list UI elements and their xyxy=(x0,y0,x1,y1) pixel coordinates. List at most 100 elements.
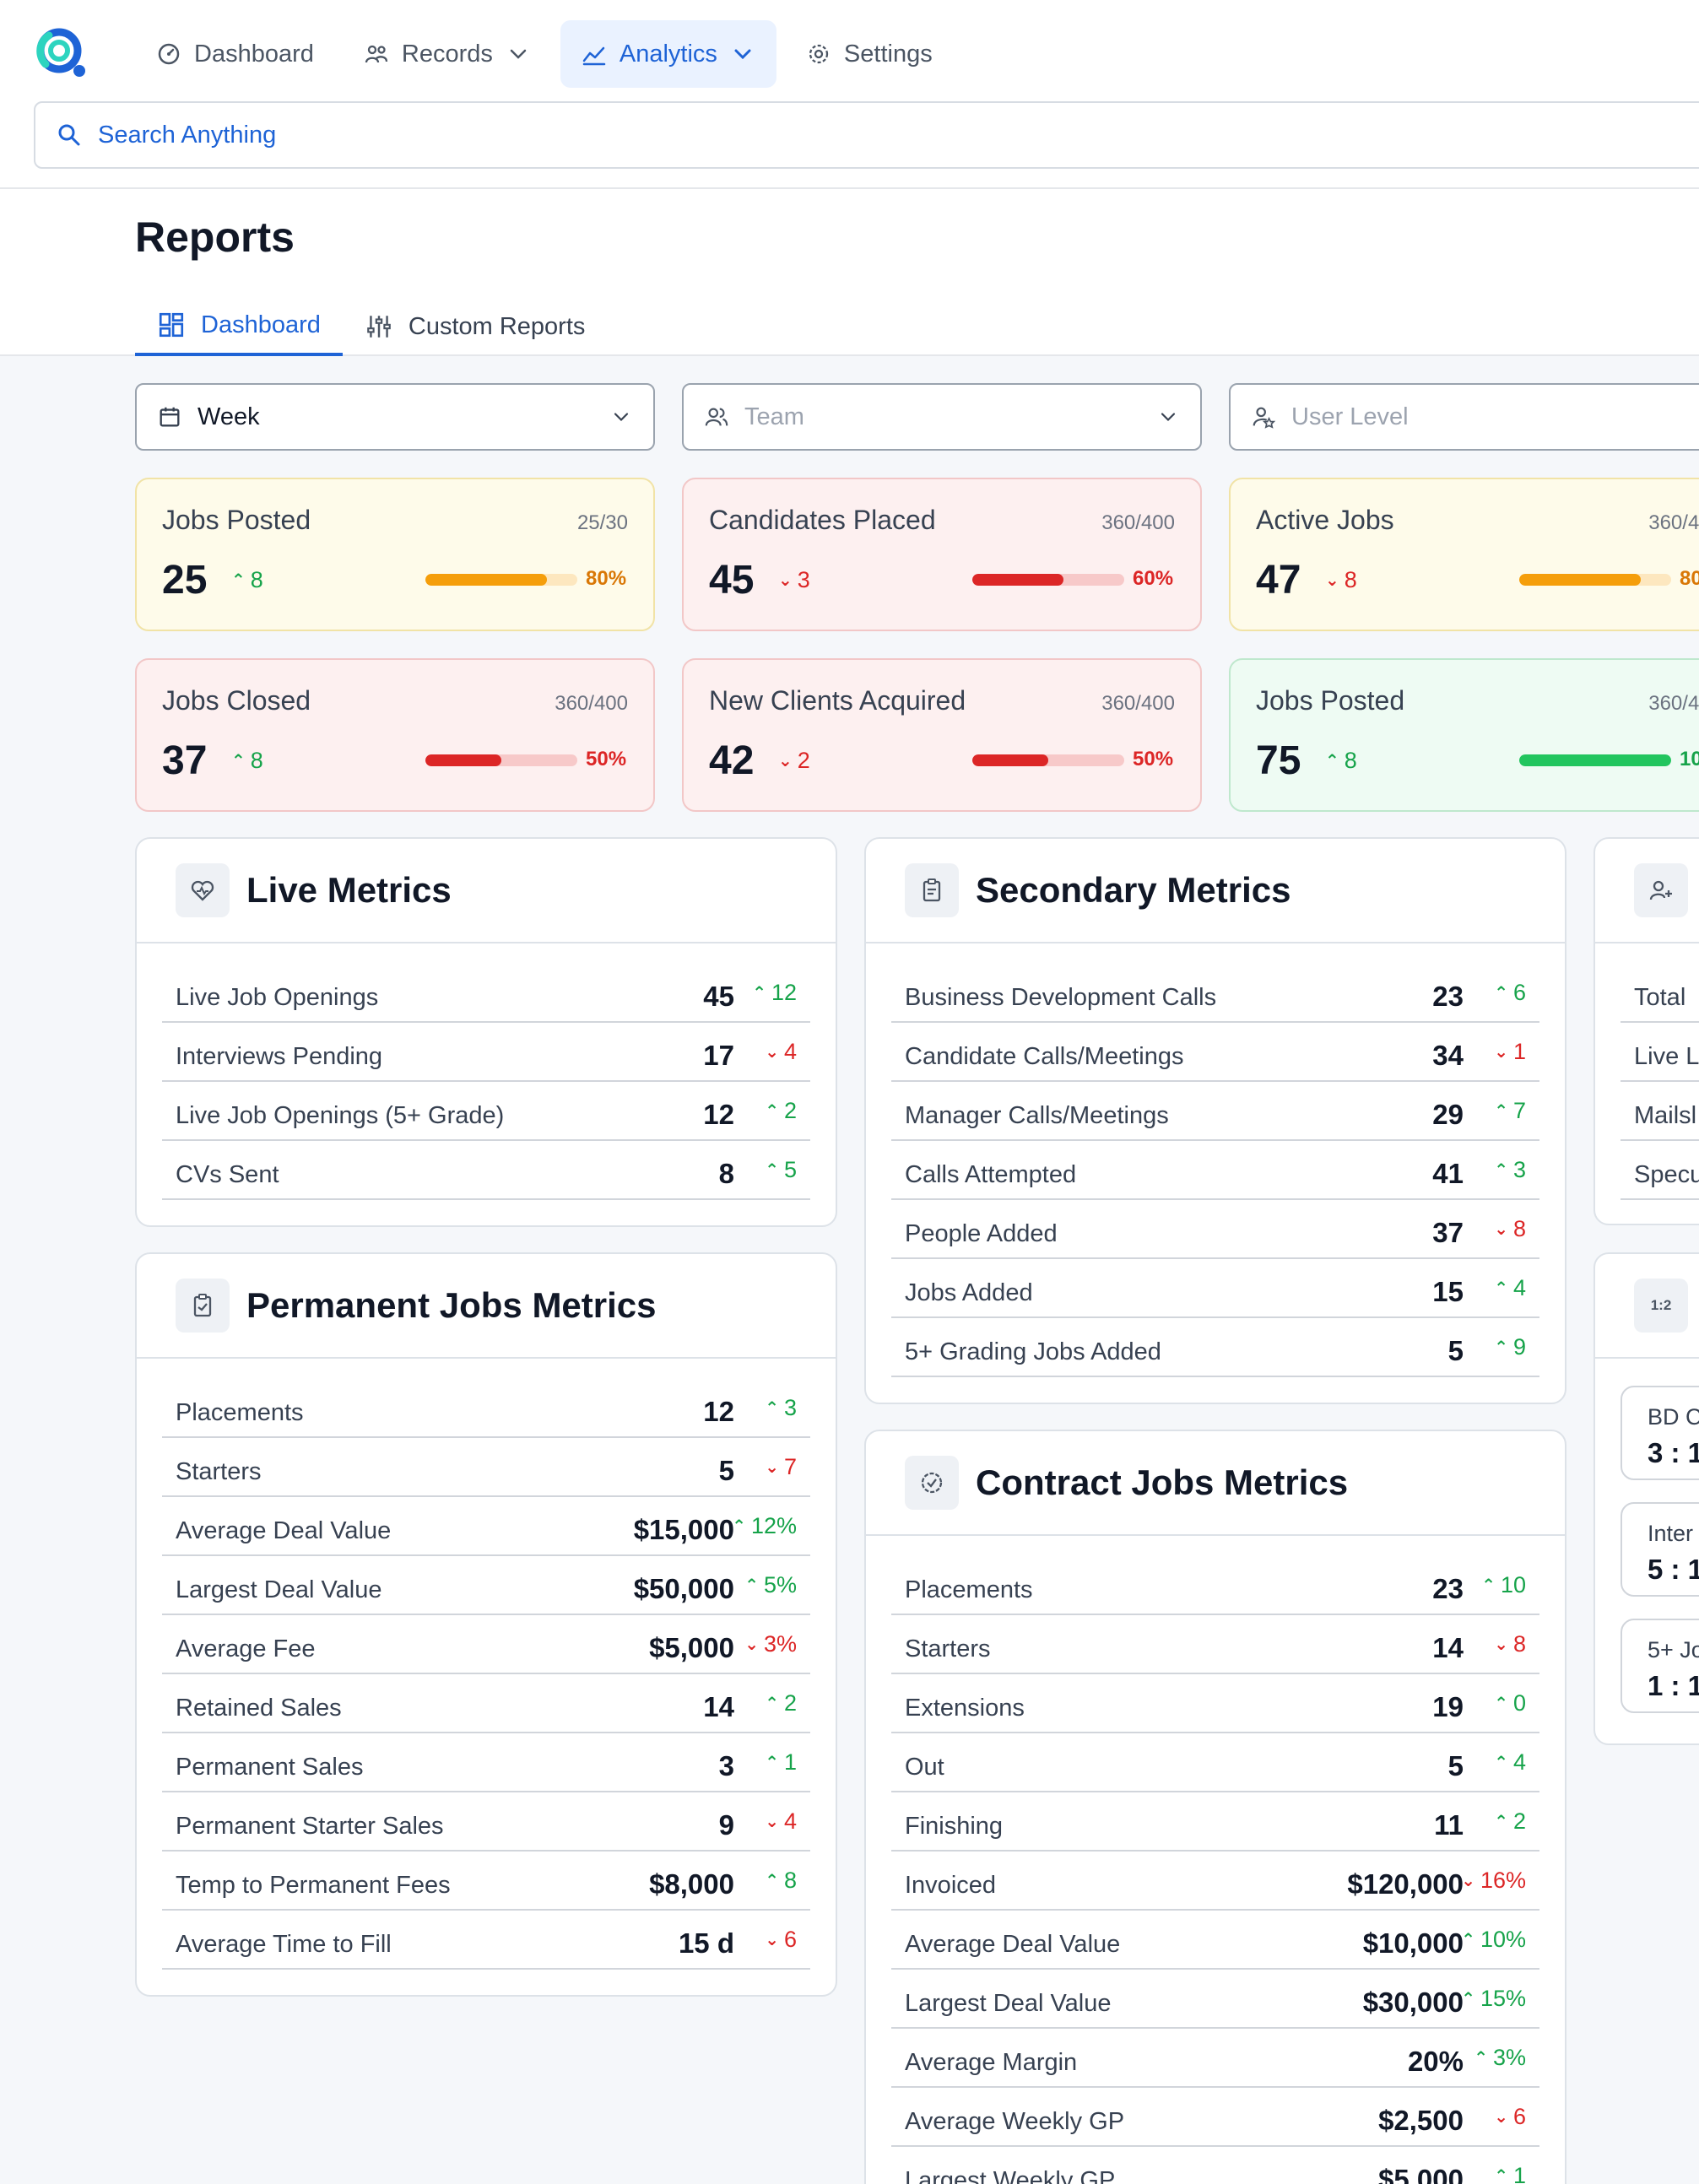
trend-down-icon: ⌄ xyxy=(1494,2107,1508,2127)
metric-label: Largest Weekly GP xyxy=(905,2166,1116,2184)
ratio-label: BD C xyxy=(1648,1404,1699,1430)
ratio-card: BD C 3 : 1 xyxy=(1621,1386,1699,1480)
period-value: Week xyxy=(197,403,260,430)
trend-up-icon: ⌃ xyxy=(1494,1279,1508,1298)
metric-value: 41 xyxy=(1432,1158,1464,1189)
stat-card[interactable]: Candidates Placed 360/400 45 ⌄ 3 60% xyxy=(682,478,1202,631)
card-title: Contract Jobs Metrics xyxy=(976,1462,1349,1502)
stat-ratio: 360/400 xyxy=(1101,511,1175,534)
stat-delta: ⌃ 8 xyxy=(1325,748,1357,774)
stat-delta-value: 8 xyxy=(250,567,263,592)
nav-settings-label: Settings xyxy=(843,40,933,68)
metric-delta: ⌄ 16% xyxy=(1461,1868,1539,1894)
stat-delta-value: 3 xyxy=(797,567,810,592)
metric-delta-value: 4 xyxy=(1512,1274,1526,1300)
live-metrics-card: Live Metrics Live Job Openings 45 ⌃ 12 Inter… xyxy=(135,837,837,1227)
ratio-icon: 1:2 xyxy=(1634,1279,1688,1333)
metric-delta-value: 3% xyxy=(1492,2044,1526,2070)
metric-value: 23 xyxy=(1432,981,1464,1012)
metric-row: Placements 12 ⌃ 3 xyxy=(162,1379,810,1438)
stat-card[interactable]: Active Jobs 360/400 47 ⌄8 80% xyxy=(1229,478,1699,631)
stat-card[interactable]: Jobs Closed 360/400 37 ⌃ 8 50% xyxy=(135,658,655,812)
user-level-select[interactable]: User Level xyxy=(1229,383,1699,451)
metric-delta: ⌃ 3 xyxy=(734,1395,810,1421)
metric-value: 20% xyxy=(1407,2046,1464,2077)
metric-label: Starters xyxy=(905,1635,991,1662)
user-level-placeholder: User Level xyxy=(1291,403,1409,430)
card-title: Live Metrics xyxy=(246,870,452,910)
list-item: Live L xyxy=(1621,1023,1699,1082)
app-logo-icon[interactable] xyxy=(32,24,89,81)
metric-delta: ⌃ 5% xyxy=(734,1572,810,1598)
team-select[interactable]: Team xyxy=(682,383,1202,451)
trend-up-icon: ⌃ xyxy=(752,983,766,1003)
metric-delta-value: 3 xyxy=(783,1394,797,1420)
ratio-value: 3 : 1 xyxy=(1648,1437,1699,1468)
metric-delta: ⌃ 1 xyxy=(734,1749,810,1776)
metric-label: Average Weekly GP xyxy=(905,2107,1125,2135)
stat-card[interactable]: New Clients Acquired 360/400 42 ⌄ 2 50% xyxy=(682,658,1202,812)
metric-list: Total Live L Mailsl Specu xyxy=(1595,943,1699,1200)
stat-delta: ⌄ 8 xyxy=(1325,567,1357,593)
period-select[interactable]: Week xyxy=(135,383,655,451)
stat-label: Jobs Posted xyxy=(1256,685,1405,716)
team-placeholder: Team xyxy=(744,403,804,430)
metric-delta: ⌃ 6 xyxy=(1464,980,1539,1006)
nav-analytics[interactable]: Analytics xyxy=(560,20,776,88)
progress-fill xyxy=(425,754,501,766)
calendar-icon xyxy=(160,407,180,427)
card-header: Live Metrics xyxy=(137,839,836,943)
tab-custom-reports[interactable]: Custom Reports xyxy=(343,297,608,356)
metric-delta: ⌃ 12 xyxy=(734,980,810,1006)
trend-down-icon: ⌄ xyxy=(1494,1219,1508,1239)
metric-value: 8 xyxy=(718,1158,734,1189)
trend-up-icon: ⌃ xyxy=(765,1398,779,1418)
stat-card[interactable]: Jobs Posted 360/400 75 ⌃8 100% xyxy=(1229,658,1699,812)
stat-delta-value: 8 xyxy=(1344,748,1357,773)
metric-value: $30,000 xyxy=(1362,1987,1464,2018)
clipboard-check-icon xyxy=(176,1279,230,1333)
metric-label: Calls Attempted xyxy=(905,1160,1077,1188)
trend-up-icon: ⌃ xyxy=(1474,2048,1488,2068)
metric-delta: ⌃ 4 xyxy=(1464,1275,1539,1301)
metric-label: Business Development Calls xyxy=(905,983,1217,1011)
report-tabs: Dashboard Custom Reports xyxy=(135,297,607,356)
metric-value: $5,000 xyxy=(1378,2164,1464,2184)
metric-delta: ⌄ 4 xyxy=(734,1039,810,1065)
nav-settings[interactable]: Settings xyxy=(785,20,953,88)
metric-delta: ⌃ 0 xyxy=(1464,1690,1539,1716)
trend-up-icon: ⌃ xyxy=(765,1160,779,1180)
metric-label: 5+ Grading Jobs Added xyxy=(905,1338,1161,1365)
nav-records[interactable]: Records xyxy=(343,20,552,88)
stat-ratio: 360/400 xyxy=(1648,511,1699,534)
global-search[interactable] xyxy=(34,101,1699,169)
metric-delta: ⌃ 15% xyxy=(1461,1986,1539,2012)
top-bar: Dashboard Records Analytics Settings xyxy=(0,0,1699,189)
metric-label: Average Deal Value xyxy=(905,1930,1121,1958)
metric-label: Temp to Permanent Fees xyxy=(176,1871,451,1899)
metric-value: 45 xyxy=(703,981,734,1012)
secondary-metrics-card: Secondary Metrics Business Development C… xyxy=(864,837,1566,1404)
ratio-card: 5+ Jo 1 : 10 xyxy=(1621,1619,1699,1713)
progress-bar xyxy=(425,574,577,586)
clipboard-list-icon xyxy=(905,863,959,917)
stat-label: Active Jobs xyxy=(1256,505,1394,535)
tab-dashboard[interactable]: Dashboard xyxy=(135,297,343,356)
metric-delta-value: 1 xyxy=(1512,1038,1526,1064)
trend-down-icon: ⌄ xyxy=(765,1457,779,1477)
metric-row: Average Time to Fill 15 d ⌄ 6 xyxy=(162,1911,810,1970)
metric-row: 5+ Grading Jobs Added 5 ⌃ 9 xyxy=(891,1318,1539,1377)
stat-label: New Clients Acquired xyxy=(709,685,966,716)
metric-value: 5 xyxy=(718,1455,734,1486)
progress-bar xyxy=(1519,574,1671,586)
stat-card[interactable]: Jobs Posted 25/30 25 ⌃ 8 80% xyxy=(135,478,655,631)
metric-delta: ⌄ 7 xyxy=(734,1454,810,1480)
search-input[interactable] xyxy=(98,121,1448,149)
nav-dashboard[interactable]: Dashboard xyxy=(135,20,334,88)
metric-delta: ⌃ 3% xyxy=(1464,2045,1539,2071)
list-item: Mailsl xyxy=(1621,1082,1699,1141)
trend-up-icon: ⌃ xyxy=(1494,1812,1508,1831)
metric-delta-value: 1 xyxy=(1512,2162,1526,2184)
metric-value: $10,000 xyxy=(1362,1927,1464,1959)
metric-label: Extensions xyxy=(905,1694,1025,1722)
